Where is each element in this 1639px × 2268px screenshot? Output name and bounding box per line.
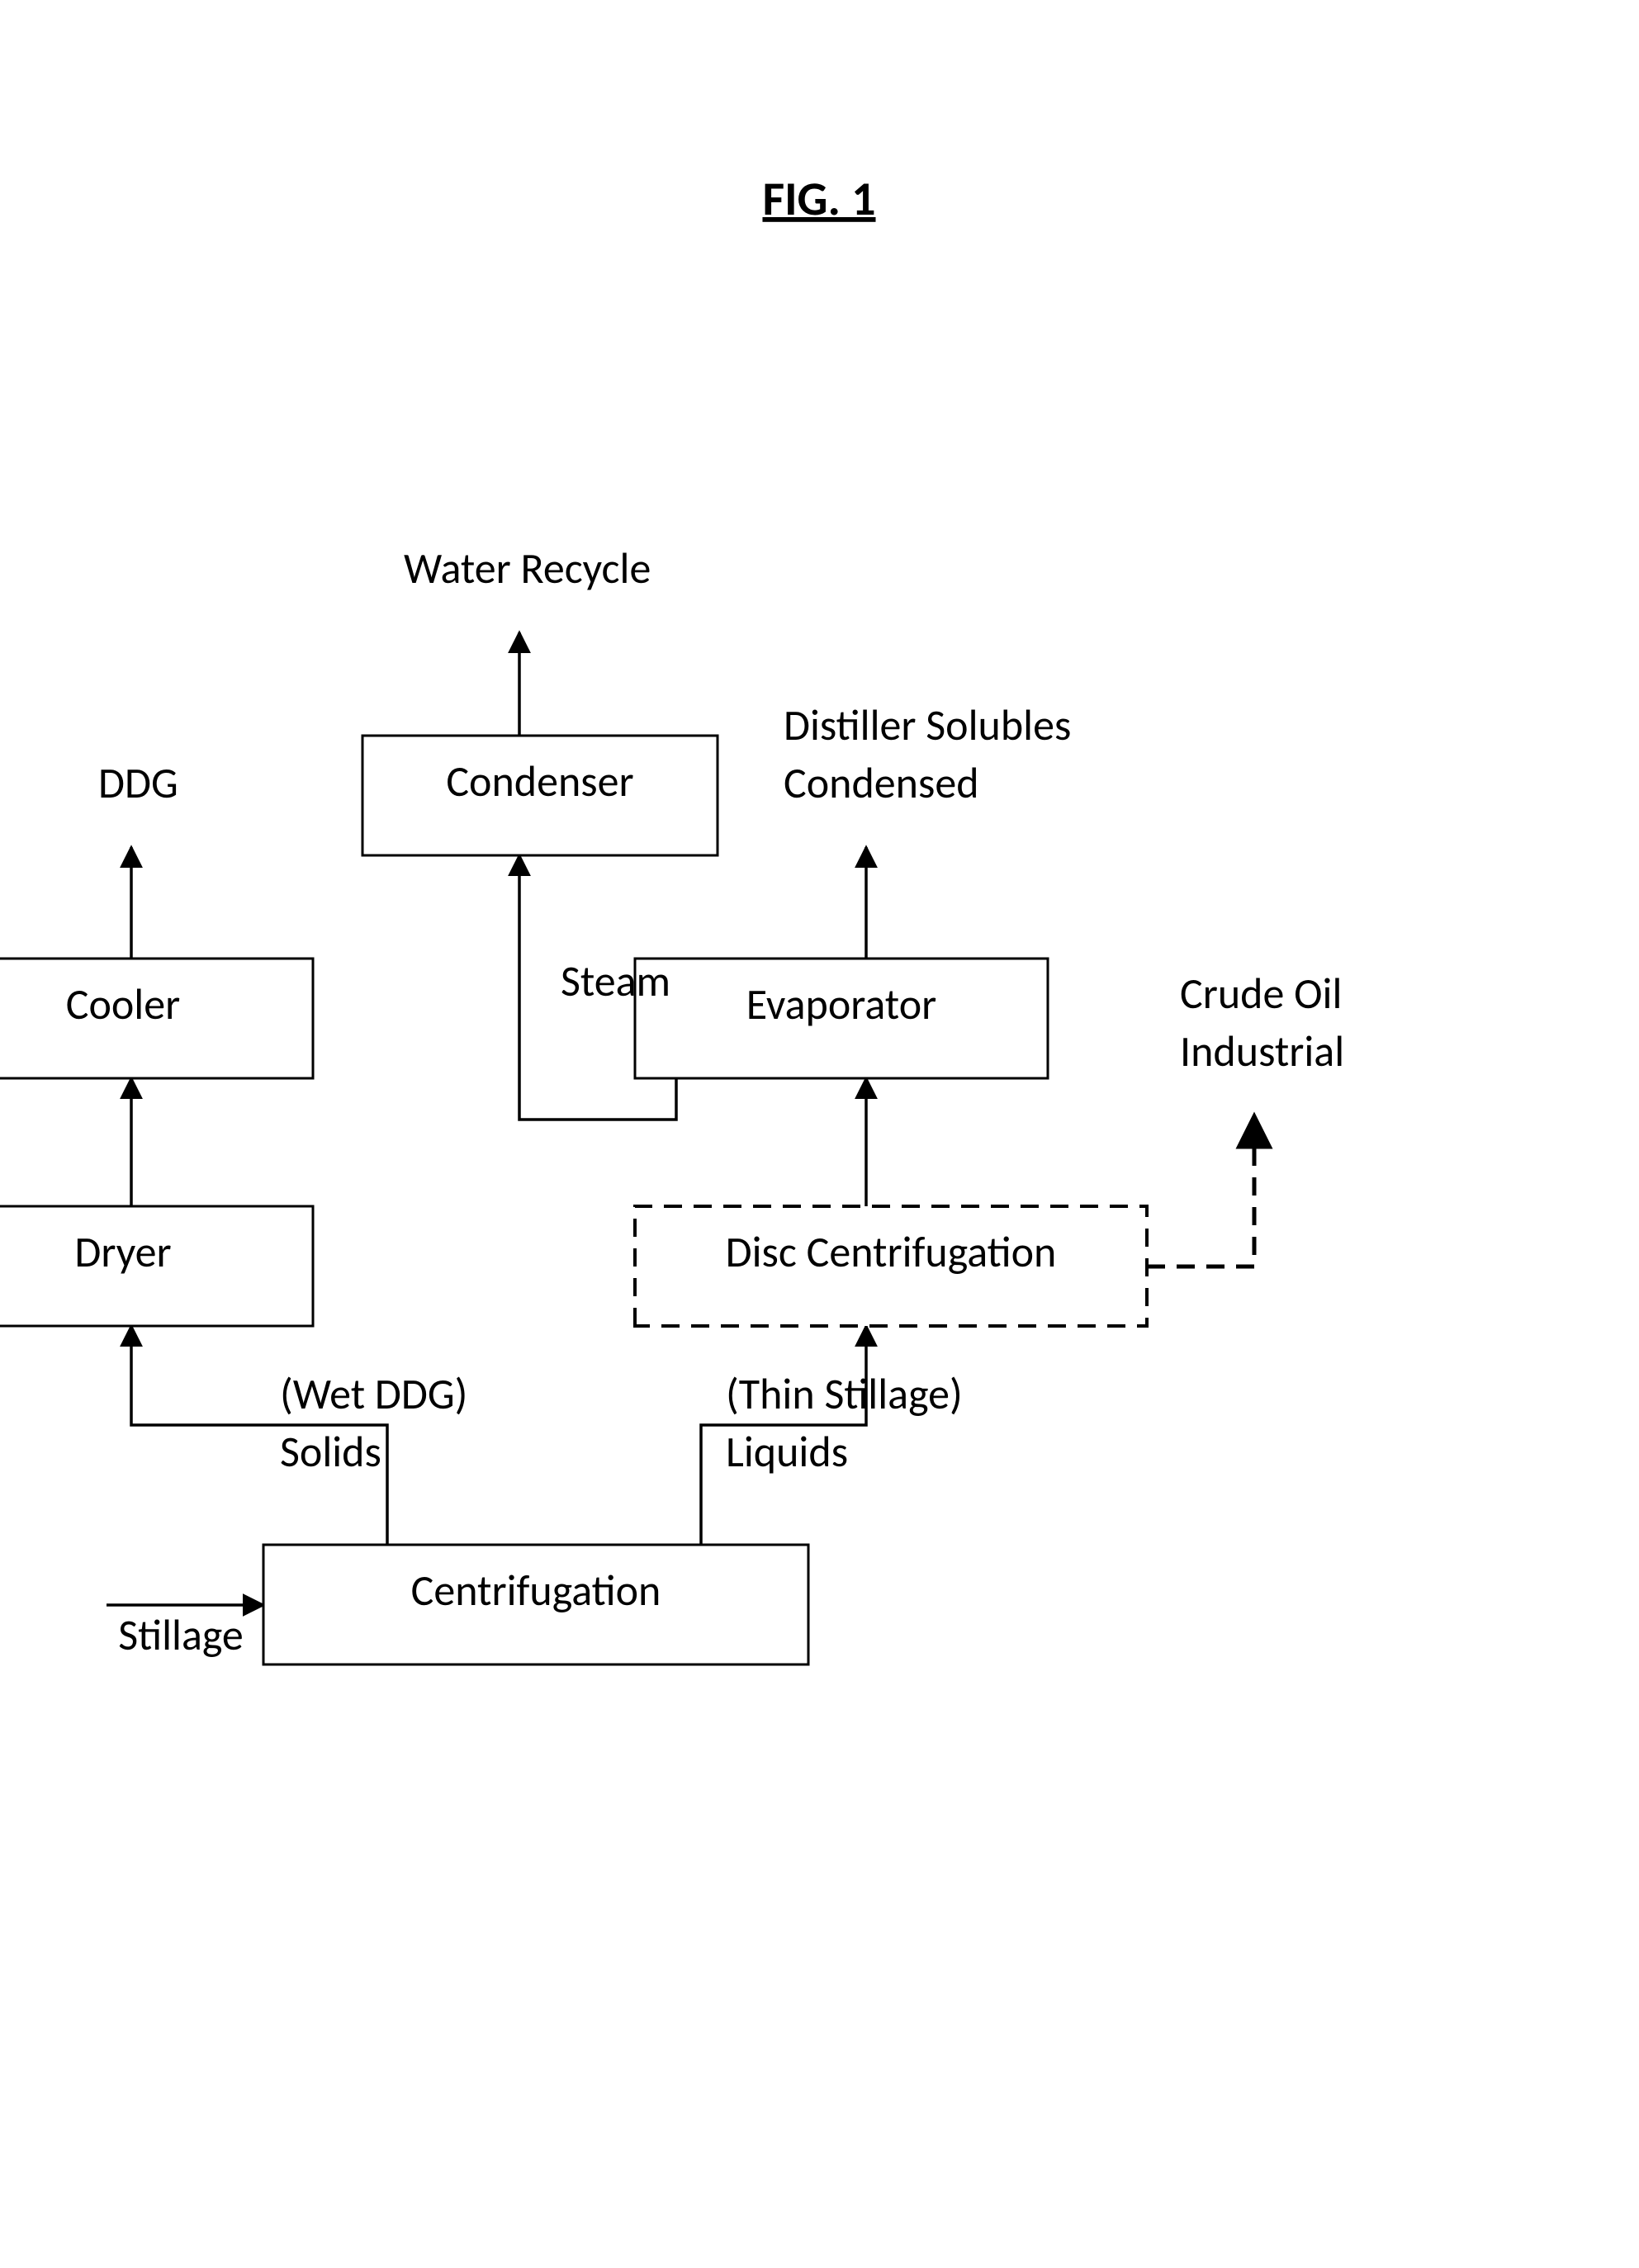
- label-cds-1: Condensed: [784, 756, 979, 809]
- node-dryer: Dryer: [0, 1206, 313, 1326]
- figure-title: FIG. 1: [762, 169, 875, 228]
- node-centrifugation-label: Centrifugation: [411, 1564, 661, 1617]
- label-water-recycle: Water Recycle: [404, 542, 651, 594]
- label-ddg: DDG: [98, 756, 178, 809]
- label-solids-1: Solids: [280, 1425, 381, 1478]
- label-ico-2: Crude Oil: [1180, 967, 1342, 1020]
- flowchart: Centrifugation Dryer Cooler Disc Centrif…: [0, 542, 1344, 1664]
- node-centrifugation: Centrifugation: [263, 1545, 808, 1664]
- node-condenser-label: Condenser: [446, 755, 633, 807]
- node-cooler-label: Cooler: [66, 978, 181, 1030]
- node-cooler: Cooler: [0, 959, 313, 1078]
- node-condenser: Condenser: [362, 736, 718, 855]
- label-solids-2: (Wet DDG): [280, 1367, 467, 1420]
- node-evaporator: Evaporator: [635, 959, 1048, 1078]
- label-cds-2: Distiller Solubles: [784, 698, 1071, 751]
- label-steam: Steam: [561, 954, 670, 1007]
- node-evaporator-label: Evaporator: [746, 978, 937, 1030]
- label-stillage: Stillage: [118, 1608, 244, 1661]
- edge-disc-to-oil: [1147, 1115, 1254, 1267]
- node-disc-label: Disc Centrifugation: [726, 1225, 1057, 1278]
- node-disc-centrifugation: Disc Centrifugation: [635, 1206, 1147, 1326]
- label-liquids-2: (Thin Stillage): [726, 1367, 963, 1420]
- node-dryer-label: Dryer: [74, 1225, 171, 1278]
- label-liquids-1: Liquids: [726, 1425, 848, 1478]
- label-ico-1: Industrial: [1180, 1025, 1344, 1077]
